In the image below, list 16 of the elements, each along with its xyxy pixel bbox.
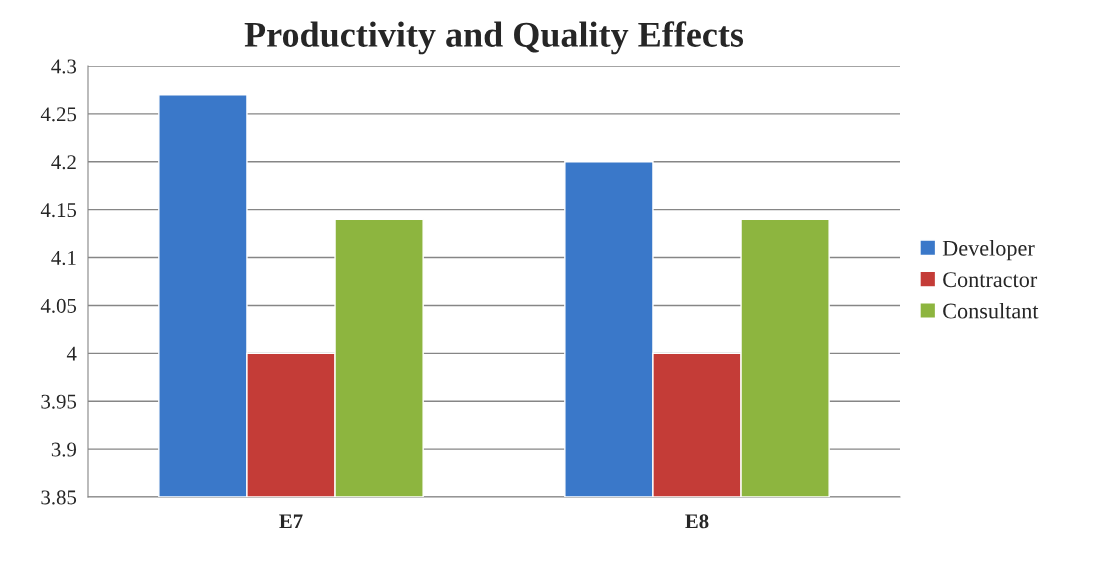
legend-label: Developer <box>942 240 1035 261</box>
y-tick-label: 4.1 <box>51 251 76 266</box>
legend-label: Consultant <box>943 302 1039 319</box>
y-tick-label: 3.85 <box>41 490 77 505</box>
y-tick-label: 3.9 <box>51 442 77 457</box>
x-tick-label: E7 <box>279 514 303 529</box>
chart-title: Productivity and Quality Effects <box>244 21 744 55</box>
y-tick-label: 3.95 <box>41 394 77 409</box>
y-tick-label: 4 <box>66 346 77 361</box>
x-tick-label: E8 <box>685 514 709 529</box>
y-tick-label: 4.2 <box>51 155 76 170</box>
y-tick-label: 4.3 <box>51 59 77 74</box>
y-tick-label: 4.15 <box>40 203 77 218</box>
legend-label: Contractor <box>943 272 1038 288</box>
y-tick-label: 4.05 <box>40 298 77 313</box>
y-tick-label: 4.25 <box>40 107 77 122</box>
